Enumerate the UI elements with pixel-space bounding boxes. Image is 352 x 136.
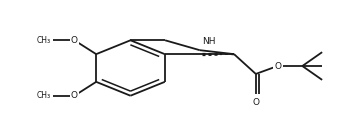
Text: O: O xyxy=(71,36,78,45)
Text: NH: NH xyxy=(202,37,215,46)
Text: O: O xyxy=(71,91,78,100)
Text: CH₃: CH₃ xyxy=(37,91,51,100)
Text: O: O xyxy=(274,61,281,71)
Text: CH₃: CH₃ xyxy=(37,36,51,45)
Text: O: O xyxy=(252,98,259,107)
